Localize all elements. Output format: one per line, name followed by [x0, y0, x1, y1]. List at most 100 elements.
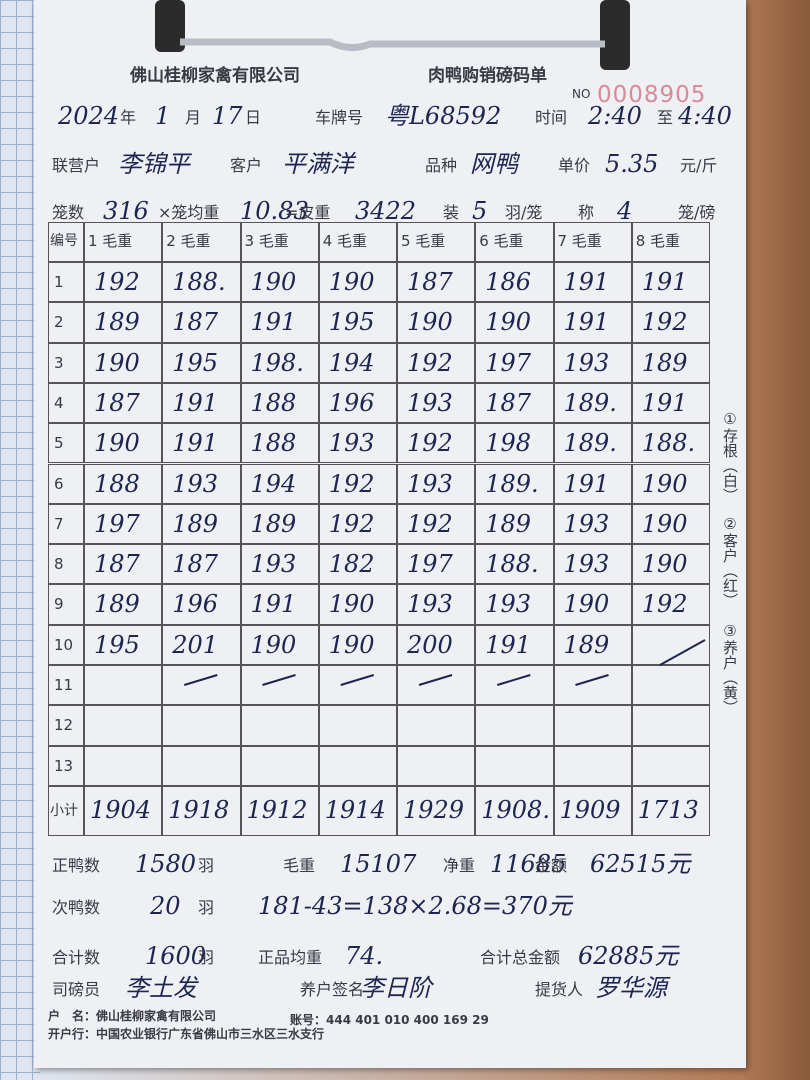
table-cell	[240, 222, 319, 262]
handwritten-value: 2:40	[588, 102, 642, 130]
field-label: 合计数	[52, 948, 101, 967]
table-cell	[84, 544, 163, 585]
field-label: 车牌号	[315, 108, 364, 127]
table-cell	[631, 342, 710, 383]
table-cell	[48, 302, 84, 343]
table-cell	[318, 785, 397, 836]
field-label: 提货人	[535, 980, 584, 999]
copy-note: ③养户（黄）	[721, 622, 739, 715]
table-cell	[48, 463, 84, 504]
table-cell	[631, 423, 710, 464]
table-cell	[240, 463, 319, 504]
footer-line: 户 名：佛山桂柳家禽有限公司	[48, 1009, 217, 1023]
table-cell	[475, 745, 554, 786]
weight-value: 189.	[563, 429, 617, 458]
table-cell	[475, 544, 554, 585]
table-cell	[318, 302, 397, 343]
handwritten-value: 11685	[490, 850, 567, 878]
subtotal-label: 小计	[50, 802, 78, 819]
table-cell	[318, 705, 397, 746]
table-cell	[397, 544, 476, 585]
table-cell	[553, 222, 632, 262]
table-cell	[48, 503, 84, 545]
table-cell	[397, 382, 476, 424]
table-cell	[475, 584, 554, 625]
subtotal-value: 1908.	[481, 795, 550, 824]
weight-value: 193	[172, 469, 219, 498]
table-cell	[631, 302, 710, 343]
table-cell	[162, 302, 241, 343]
table-cell	[162, 624, 241, 665]
table-cell	[84, 463, 163, 504]
table-cell	[48, 544, 84, 585]
table-cell	[318, 584, 397, 625]
table-cell	[631, 745, 710, 786]
row-label: 5	[54, 434, 64, 453]
weight-value: 187	[485, 388, 532, 417]
table-cell	[162, 463, 241, 504]
field-label: 元/斤	[680, 156, 718, 175]
table-cell	[318, 624, 397, 665]
handwritten-value: 15107	[340, 850, 417, 878]
table-cell	[318, 503, 397, 545]
row-label: 12	[54, 716, 74, 735]
weight-value: 195	[94, 630, 140, 659]
table-cell	[84, 342, 163, 383]
row-label: 8	[54, 555, 64, 574]
table-cell	[84, 785, 163, 836]
handwritten-value: 5	[472, 197, 488, 225]
column-header: 8 毛重	[635, 232, 681, 250]
table-cell	[631, 665, 710, 706]
weight-value: 189	[250, 509, 297, 538]
row-label: 7	[54, 514, 64, 533]
weight-value: 192	[641, 308, 688, 337]
field-label: 羽/笼	[505, 203, 543, 222]
table-cell	[162, 222, 241, 262]
weight-value: 187	[172, 308, 219, 337]
subtotal-value: 1713	[637, 795, 699, 824]
table-cell	[631, 222, 710, 262]
weight-value: 193	[563, 550, 610, 579]
weight-value: 187	[94, 550, 140, 579]
field-label: 金额	[535, 856, 568, 875]
weight-value: 192	[94, 268, 140, 296]
copy-note: ①存根（白）	[721, 410, 739, 503]
table-cell	[397, 624, 476, 665]
handwritten-value: 1600	[145, 942, 207, 970]
table-cell	[240, 584, 319, 625]
table-cell	[397, 423, 476, 464]
table-cell	[162, 705, 241, 746]
row-label: 11	[54, 676, 74, 694]
table-cell	[240, 544, 319, 585]
subtotal-value: 1914	[324, 795, 386, 824]
table-cell	[631, 463, 710, 504]
weight-value: 186	[485, 268, 532, 296]
weight-value: 188.	[485, 550, 539, 579]
table-cell	[631, 544, 710, 585]
weight-value: 191	[563, 469, 610, 498]
table-cell	[553, 785, 632, 836]
handwritten-value: 316	[103, 197, 149, 225]
weight-value: 189	[94, 308, 140, 337]
subtotal-value: 1929	[403, 795, 465, 824]
table-cell	[162, 342, 241, 383]
table-cell	[475, 503, 554, 545]
handwritten-value: 5.35	[605, 150, 659, 178]
weight-value: 193	[563, 509, 610, 538]
weight-value: 191	[485, 630, 532, 659]
paper	[34, 0, 746, 1068]
table-cell	[318, 544, 397, 585]
table-cell	[475, 262, 554, 303]
table-cell	[397, 745, 476, 786]
weight-value: 190	[563, 590, 610, 619]
table-cell	[318, 222, 397, 262]
table-cell	[397, 342, 476, 383]
weight-value: 190	[94, 348, 140, 377]
weight-value: 189.	[563, 388, 617, 417]
table-cell	[553, 382, 632, 424]
weight-value: 197	[94, 509, 140, 538]
table-cell	[240, 342, 319, 383]
handwritten-value: 62885元	[578, 942, 679, 970]
weight-value: 190	[641, 509, 688, 538]
weight-value: 192	[407, 509, 453, 538]
